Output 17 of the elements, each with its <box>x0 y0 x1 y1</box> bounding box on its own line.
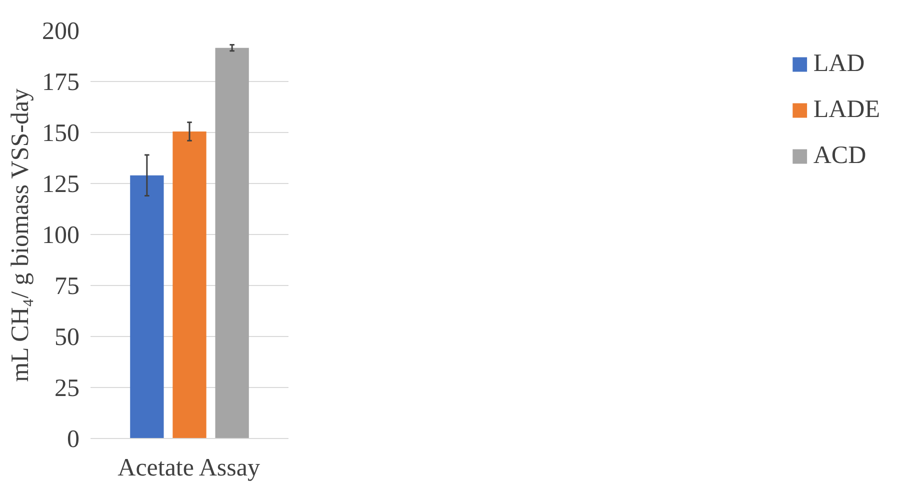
bar <box>215 48 249 438</box>
y-tick-label: 125 <box>42 171 80 198</box>
y-tick-label: 50 <box>54 324 80 351</box>
y-tick-label: 0 <box>67 426 80 453</box>
legend-label: LAD <box>813 50 865 78</box>
y-tick-label: 25 <box>54 375 80 402</box>
bar <box>130 175 164 438</box>
bar <box>172 131 206 438</box>
y-tick-label: 200 <box>42 18 80 45</box>
y-tick-label: 100 <box>42 222 80 249</box>
y-tick-label: 150 <box>42 120 80 147</box>
x-tick-label: Acetate Assay <box>118 454 260 482</box>
legend-label: LADE <box>813 96 880 124</box>
y-tick-label: 75 <box>54 273 80 300</box>
y-axis-title: mL CH₄/ g biomass VSS-day <box>7 88 34 382</box>
legend-label: ACD <box>813 142 866 170</box>
y-tick-label: 175 <box>42 69 80 96</box>
